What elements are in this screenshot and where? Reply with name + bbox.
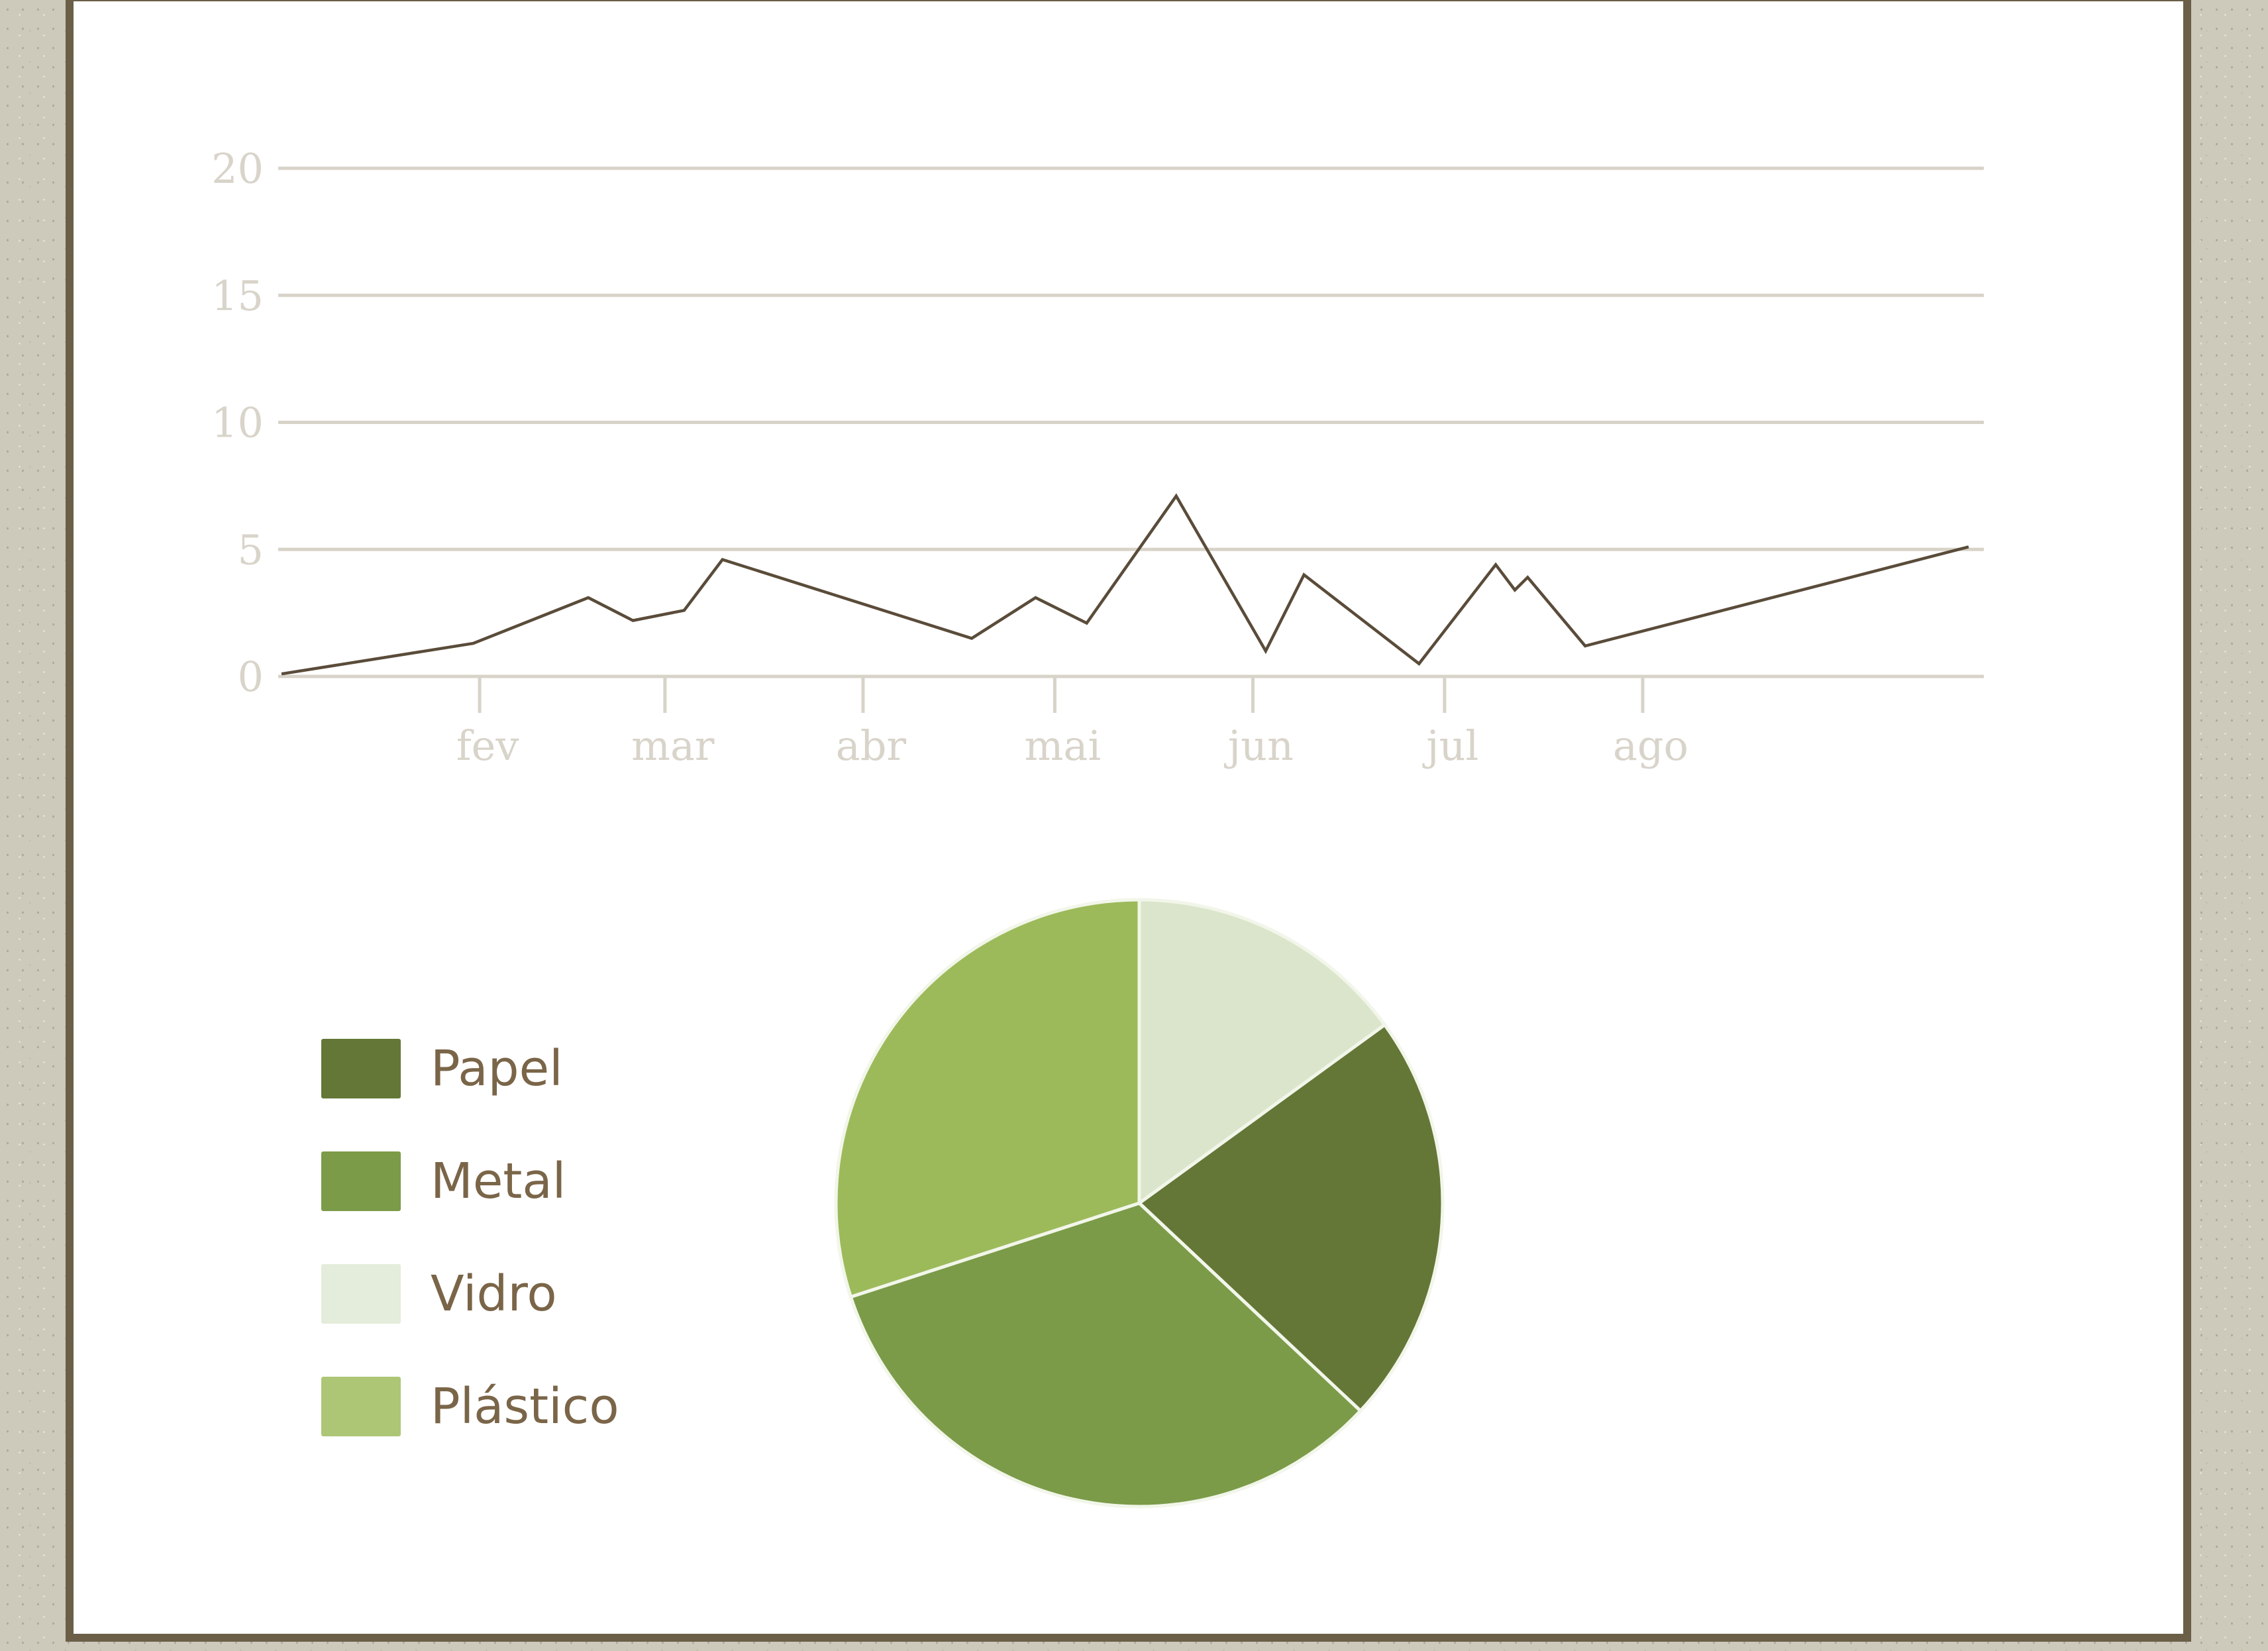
legend-swatch-metal [321, 1151, 401, 1211]
data-point-0 [280, 672, 284, 676]
data-point-13 [1494, 562, 1498, 566]
data-point-7 [1033, 596, 1037, 600]
data-point-6 [970, 636, 974, 640]
y-tick-label-10: 10 [211, 399, 264, 447]
data-point-16 [1583, 644, 1587, 648]
data-point-12 [1417, 662, 1421, 666]
series-line [281, 493, 1969, 676]
x-tick-label-abr: abr [836, 721, 907, 770]
y-tick-label-20: 20 [211, 144, 264, 193]
data-point-8 [1085, 621, 1089, 625]
legend-label-plastico: Plástico [431, 1378, 619, 1435]
legend-label-metal: Metal [431, 1153, 566, 1210]
data-point-9 [1174, 494, 1178, 498]
x-tick-label-fev: fev [456, 721, 519, 770]
y-tick-label-0: 0 [238, 653, 264, 701]
x-tick-label-jun: jun [1224, 721, 1294, 770]
pie-slice-metal [849, 1201, 1363, 1509]
pie-slice-papel [1137, 1023, 1445, 1412]
x-tick-label-mar: mar [631, 721, 715, 770]
data-point-5 [721, 558, 725, 562]
legend-label-vidro: Vidro [431, 1265, 557, 1322]
line-chart: 0 5 10 15 20 fev mar abr mai jun jul ago [211, 144, 1984, 770]
data-point-3 [631, 619, 635, 623]
y-tick-label-5: 5 [238, 525, 264, 574]
legend-swatch-plastico [321, 1377, 401, 1436]
x-tick-label-mai: mai [1025, 721, 1102, 770]
y-tick-label-15: 15 [211, 272, 264, 320]
data-point-17 [1967, 545, 1971, 549]
data-point-2 [586, 596, 590, 600]
legend-swatch-vidro [321, 1264, 401, 1324]
data-point-14 [1513, 588, 1517, 592]
x-tick-label-ago: ago [1613, 721, 1688, 770]
data-point-11 [1302, 573, 1306, 577]
data-point-15 [1525, 575, 1529, 579]
pie-slice-plastico [834, 898, 1141, 1299]
x-tick-label-jul: jul [1422, 721, 1478, 770]
pie-chart [834, 898, 1445, 1509]
pie-slice-vidro [1137, 898, 1386, 1205]
data-point-4 [682, 608, 686, 612]
data-point-1 [471, 641, 475, 645]
data-point-10 [1264, 649, 1268, 653]
legend-swatch-papel [321, 1039, 401, 1098]
legend-label-papel: Papel [431, 1040, 563, 1097]
